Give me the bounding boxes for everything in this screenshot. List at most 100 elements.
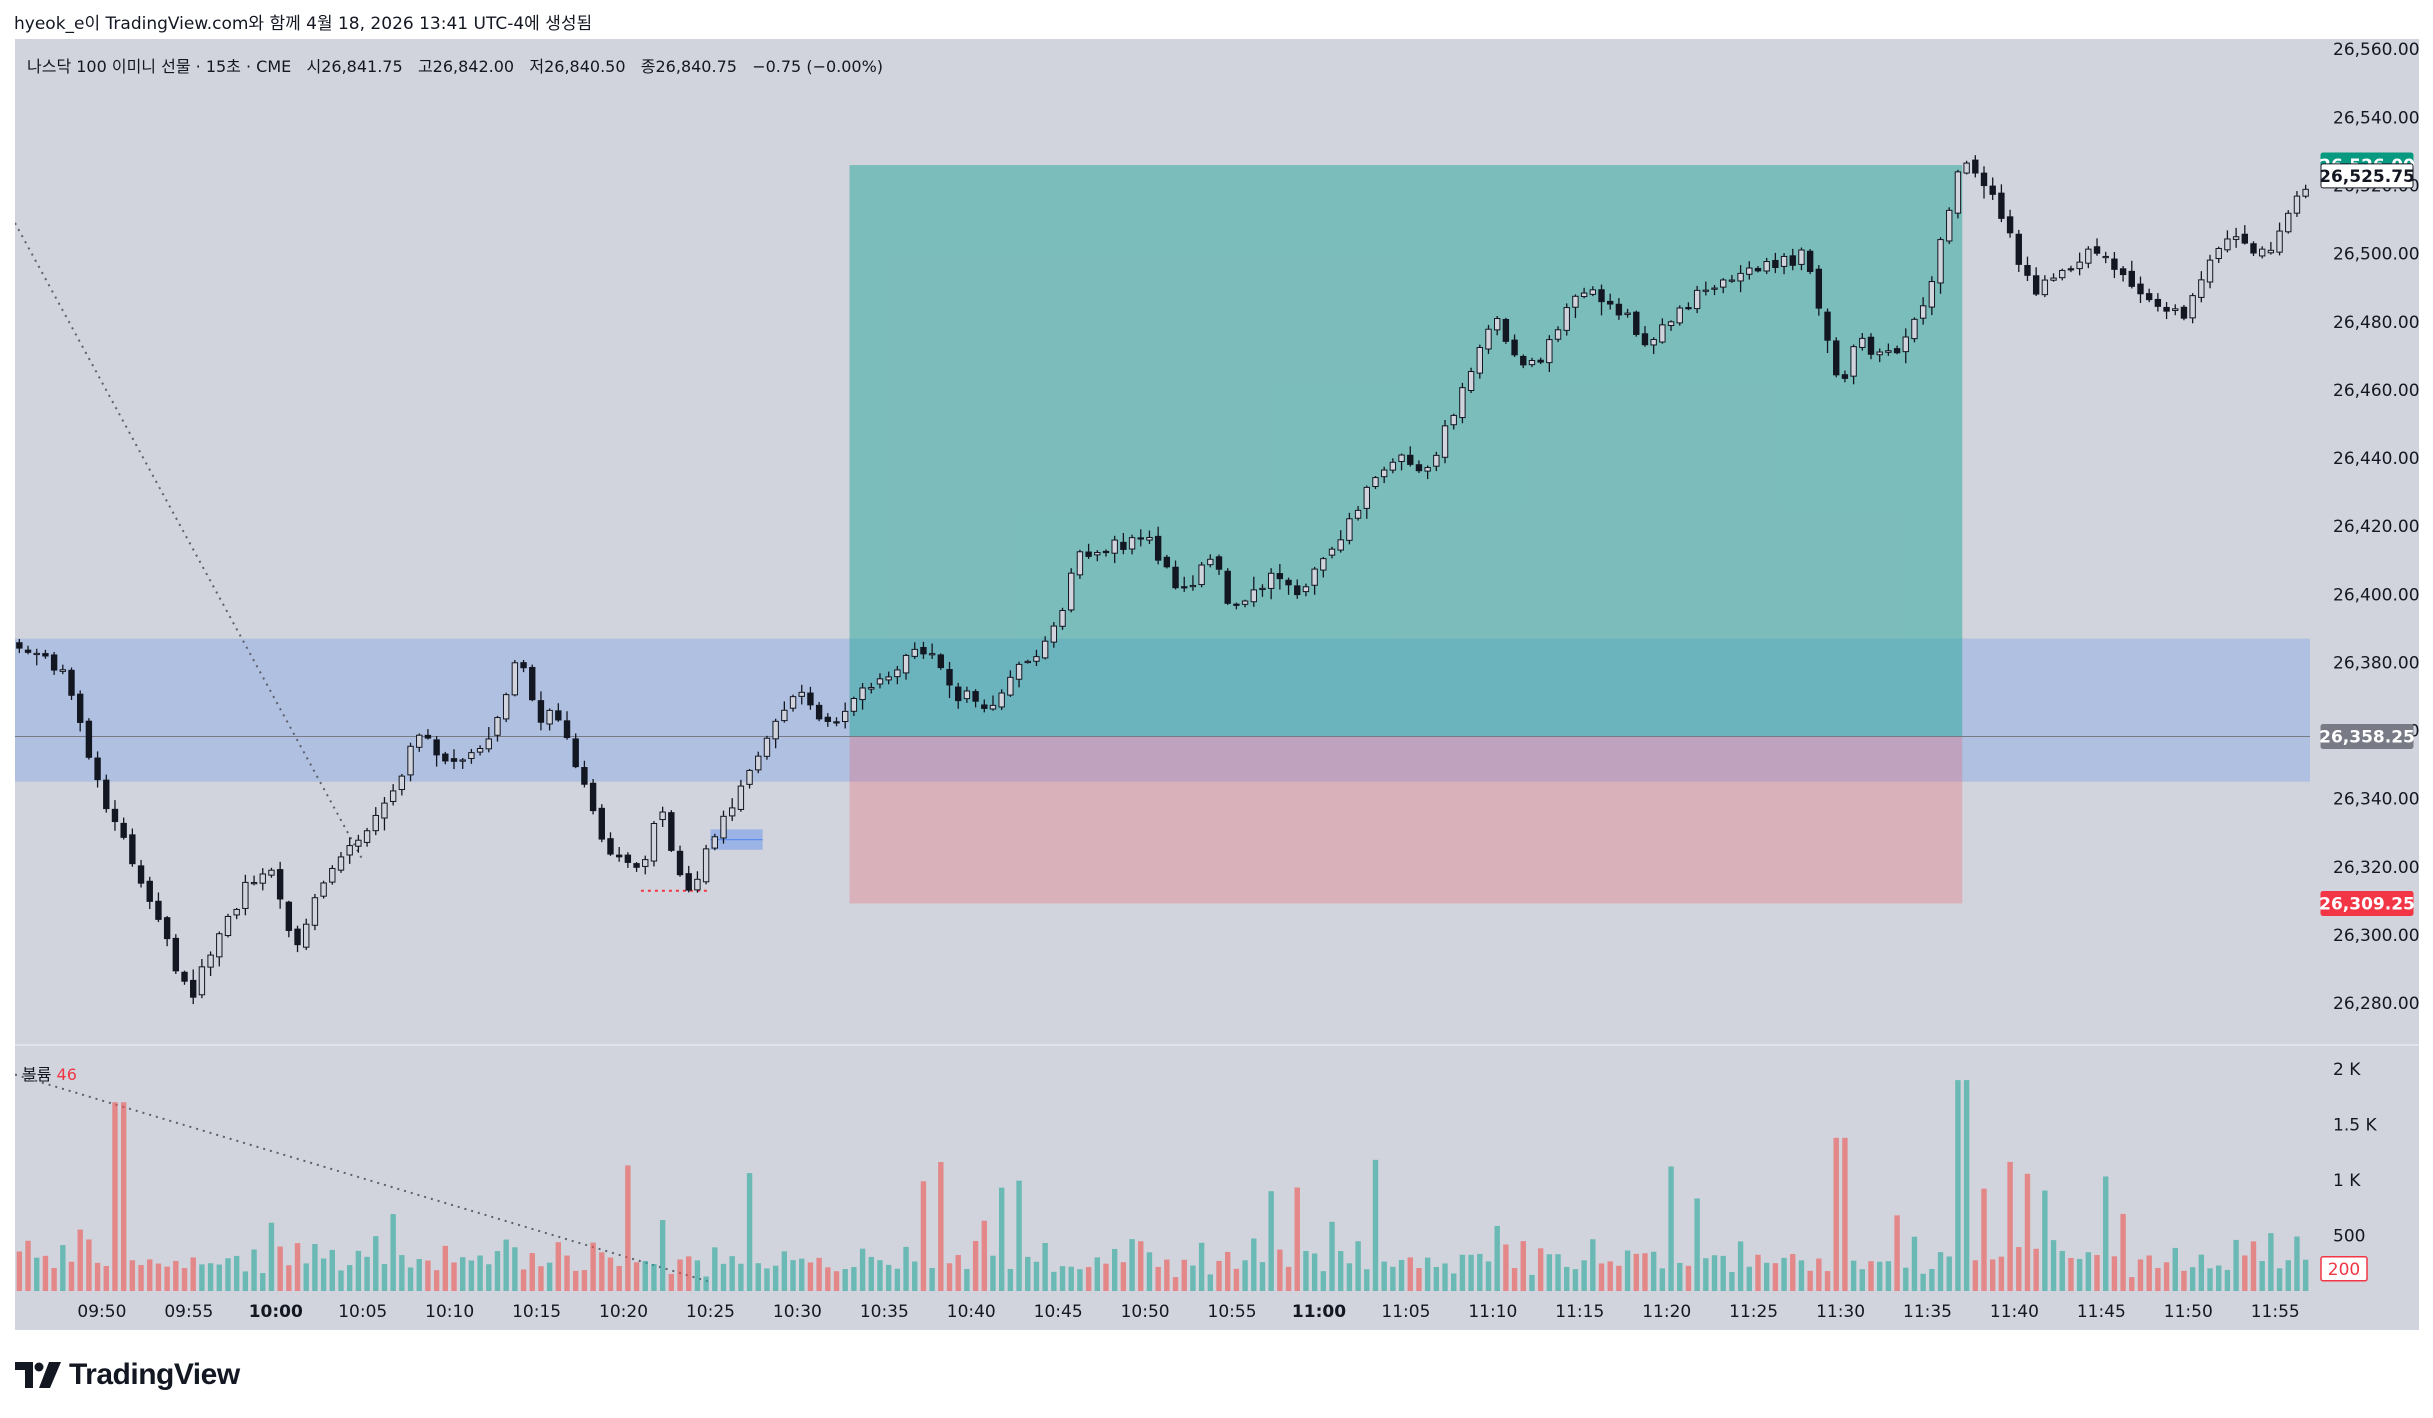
time-axis-tick: 09:55: [164, 1302, 213, 1322]
candle-up: [233, 908, 240, 916]
volume-bar-down: [1181, 1259, 1187, 1291]
volume-bar-down: [103, 1265, 109, 1291]
time-axis-tick: 11:25: [1729, 1302, 1778, 1322]
volume-bar-down: [1138, 1241, 1144, 1291]
volume-bar-down: [2242, 1255, 2248, 1291]
volume-bar-down: [1598, 1263, 1605, 1291]
tradingview-brand[interactable]: TradingView: [15, 1357, 240, 1393]
volume-bar-up: [1920, 1273, 1926, 1291]
volume-axis-tick: 2 K: [2333, 1060, 2361, 1080]
candle-down: [2032, 275, 2040, 295]
volume-bar-down: [120, 1102, 127, 1291]
candle-up: [1676, 307, 1683, 324]
volume-bar-down: [1416, 1268, 1422, 1291]
candle-up: [737, 785, 745, 810]
candle-up: [1128, 537, 1136, 550]
candle-down: [85, 720, 93, 758]
candle-up: [207, 954, 214, 968]
volume-bar-down: [94, 1262, 101, 1291]
trendline-dotted: [15, 222, 364, 861]
volume-bar-up: [998, 1187, 1005, 1291]
candle-down: [1215, 556, 1223, 570]
candle-up: [1389, 461, 1397, 471]
time-axis-tick: 10:35: [860, 1302, 909, 1322]
candle-up: [1563, 307, 1570, 331]
ohlc-low: 저26,840.50: [529, 57, 626, 76]
volume-bar-down: [1755, 1254, 1761, 1291]
candle-up: [389, 790, 397, 802]
ohlc-close: 종26,840.75: [640, 57, 737, 76]
volume-bar-up: [216, 1264, 222, 1291]
volume-bar-up: [546, 1262, 553, 1291]
candle-down: [1276, 573, 1284, 580]
candle-up: [216, 933, 223, 958]
candle-down: [581, 767, 588, 785]
volume-bar-up: [399, 1255, 405, 1291]
candle-up: [59, 669, 67, 672]
chart-caption: hyeok_e이 TradingView.com와 함께 4월 18, 2026…: [14, 14, 593, 34]
volume-bar-up: [1033, 1261, 1040, 1291]
candle-down: [294, 928, 301, 946]
candle-up: [1363, 486, 1370, 509]
volume-bar-up: [416, 1259, 422, 1291]
volume-bar-down: [1607, 1261, 1613, 1291]
candle-down: [1233, 603, 1240, 606]
volume-bar-up: [1390, 1266, 1396, 1291]
candle-down: [2119, 268, 2127, 276]
candle-down: [1789, 255, 1796, 266]
price-axis-tick: 26,280.00: [2333, 994, 2419, 1014]
volume-bar-down: [77, 1229, 83, 1291]
volume-title: 볼륨: [22, 1065, 52, 1084]
volume-bar-down: [442, 1245, 449, 1291]
volume-bar-up: [781, 1251, 788, 1291]
candle-down: [1685, 307, 1692, 310]
volume-bar-down: [816, 1257, 822, 1291]
candle-up: [1885, 350, 1892, 353]
volume-bar-up: [1051, 1271, 1057, 1291]
candle-up: [1919, 305, 1927, 319]
volume-badge-bg: [2320, 1256, 2368, 1282]
candle-down: [2137, 283, 2144, 295]
candle-up: [989, 704, 997, 710]
candle-down: [537, 700, 545, 723]
candle-down: [1285, 579, 1292, 586]
volume-legend[interactable]: 볼륨 46: [22, 1061, 77, 1085]
ohlc-open: 시26,841.75: [306, 57, 403, 76]
price-axis-tick: 26,340.00: [2333, 790, 2419, 810]
volume-bar-up: [2042, 1190, 2048, 1291]
volume-bar-down: [181, 1268, 188, 1291]
candle-down: [824, 716, 832, 722]
candle-up: [337, 856, 345, 871]
volume-bar-down: [1842, 1137, 1848, 1291]
chart-canvas[interactable]: 26,560.0026,540.0026,520.0026,500.0026,4…: [15, 39, 2419, 1330]
candle-up: [1659, 324, 1666, 343]
volume-bar-up: [1129, 1239, 1135, 1291]
candle-up: [1572, 295, 1579, 308]
candle-down: [815, 704, 823, 720]
volume-badge-label: 200: [2328, 1260, 2360, 1280]
candle-down: [68, 669, 75, 696]
candle-down: [190, 979, 197, 998]
volume-bar-down: [573, 1270, 579, 1291]
candle-down: [120, 822, 127, 838]
volume-bar-down: [2033, 1248, 2039, 1291]
candle-up: [1311, 568, 1318, 586]
tradingview-logo-icon: [15, 1362, 61, 1388]
candle-down: [1502, 318, 1510, 342]
volume-bar-up: [512, 1247, 518, 1291]
candle-up: [1302, 586, 1310, 593]
symbol-legend[interactable]: 나스닥 100 이미니 선물 · 15초 · CME 시26,841.75 고2…: [27, 53, 883, 77]
candle-up: [746, 769, 753, 785]
volume-bar-up: [703, 1276, 709, 1291]
candle-down: [2250, 243, 2257, 254]
volume-bar-down: [2094, 1254, 2100, 1291]
candle-down: [181, 971, 188, 982]
volume-trendline-dotted: [15, 1073, 711, 1284]
candle-up: [416, 734, 423, 748]
time-axis-tick: 10:05: [338, 1302, 387, 1322]
volume-bar-down: [425, 1260, 431, 1291]
volume-bar-down: [686, 1256, 692, 1291]
ohlc-high: 고26,842.00: [417, 57, 515, 76]
volume-bar-up: [2302, 1259, 2309, 1291]
candle-down: [1607, 300, 1614, 305]
